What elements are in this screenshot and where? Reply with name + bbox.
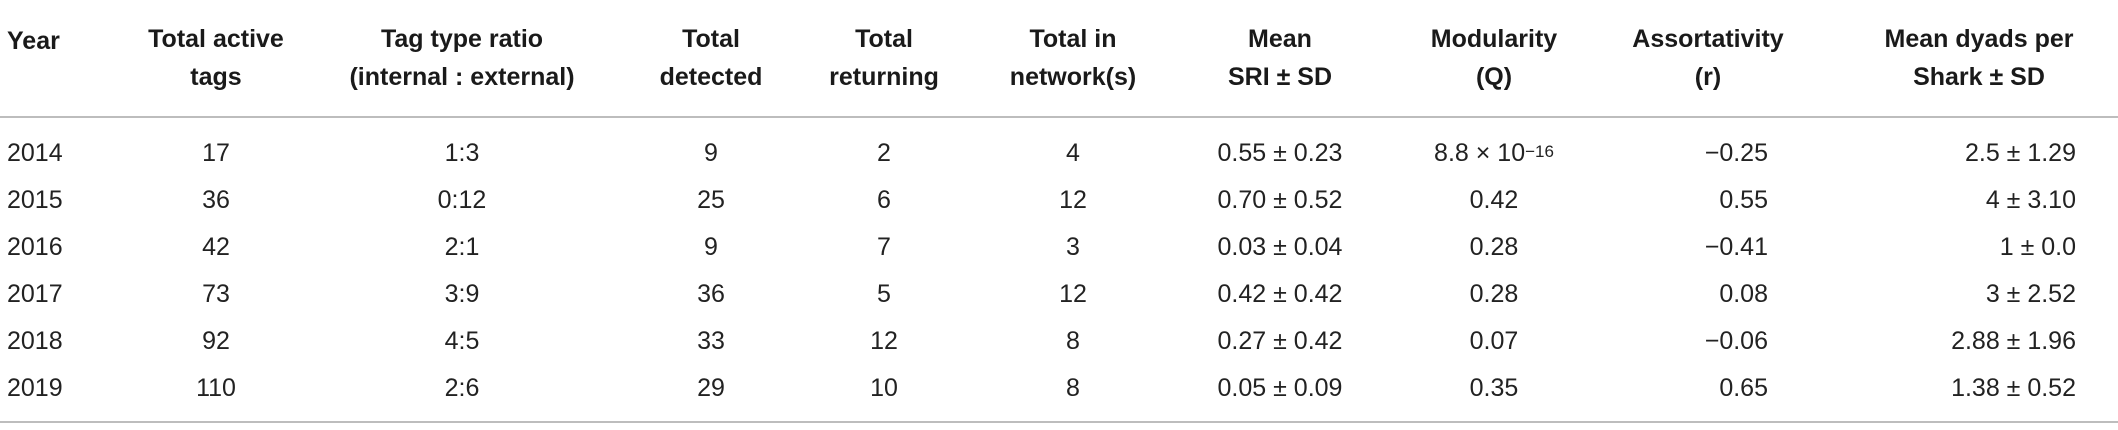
column-header: Modularity xyxy=(1430,25,1558,53)
column-header: network(s) xyxy=(1009,63,1137,91)
table-cell: 4 xyxy=(1066,139,1080,167)
row-year: 2014 xyxy=(7,139,63,167)
table-cell: 0.42 xyxy=(1469,186,1519,214)
table-cell: 73 xyxy=(202,280,230,308)
header-rule xyxy=(0,116,2118,118)
table-cell: 6 xyxy=(877,186,891,214)
column-header: Total xyxy=(682,25,740,53)
table-cell: 12 xyxy=(870,327,898,355)
table-cell: 0.42 ± 0.42 xyxy=(1217,280,1343,308)
cell-base: 8.8 × 10 xyxy=(1434,139,1526,167)
column-header: (r) xyxy=(1694,63,1722,91)
table-cell: 0.27 ± 0.42 xyxy=(1217,327,1343,355)
table-cell: 33 xyxy=(697,327,725,355)
table-cell: −0.25 xyxy=(1704,139,1768,167)
table-cell: 0.55 xyxy=(1719,186,1768,214)
table-cell: −0.41 xyxy=(1704,233,1768,261)
column-header: Total in xyxy=(1029,25,1117,53)
table-cell: 0.65 xyxy=(1719,374,1768,402)
row-year: 2017 xyxy=(7,280,63,308)
table-cell: 1 ± 0.0 xyxy=(1999,233,2076,261)
column-header: Total xyxy=(855,25,913,53)
table-cell: 1:3 xyxy=(444,139,480,167)
table-cell: −0.06 xyxy=(1704,327,1768,355)
table-cell: 0.03 ± 0.04 xyxy=(1217,233,1343,261)
column-header: Mean xyxy=(1248,25,1312,53)
column-header: SRI ± SD xyxy=(1227,63,1333,91)
table-cell: 0.08 xyxy=(1719,280,1768,308)
row-year: 2015 xyxy=(7,186,63,214)
table-cell: 9 xyxy=(704,233,718,261)
table-cell: 12 xyxy=(1059,280,1087,308)
table-cell: 3 xyxy=(1066,233,1080,261)
table-cell: 2:1 xyxy=(444,233,480,261)
table-cell: 0.28 xyxy=(1469,233,1519,261)
table-cell: 17 xyxy=(202,139,230,167)
table-cell: 0.07 xyxy=(1469,327,1519,355)
table-cell: 36 xyxy=(202,186,230,214)
table-cell: 110 xyxy=(196,374,236,402)
table-cell: 3 ± 2.52 xyxy=(1985,280,2076,308)
table-cell: 25 xyxy=(697,186,725,214)
table-cell: 92 xyxy=(202,327,230,355)
table-cell: 1.38 ± 0.52 xyxy=(1951,374,2076,402)
column-header: (internal : external) xyxy=(349,63,575,91)
table-cell: 8 xyxy=(1066,327,1080,355)
table-cell: 8.8 × 10−16 xyxy=(1194,138,1794,171)
table-cell: 0.35 xyxy=(1469,374,1519,402)
table-cell: 3:9 xyxy=(444,280,480,308)
table-cell: 2 xyxy=(877,139,891,167)
column-header: Assortativity xyxy=(1632,25,1784,53)
table-cell: 2.5 ± 1.29 xyxy=(1964,139,2076,167)
table-cell: 0.55 ± 0.23 xyxy=(1217,139,1343,167)
table-cell: 0.05 ± 0.09 xyxy=(1217,374,1343,402)
row-year: 2016 xyxy=(7,233,63,261)
table-cell: 4:5 xyxy=(444,327,480,355)
table-cell: 2:6 xyxy=(444,374,480,402)
column-header: returning xyxy=(829,63,939,91)
column-header: Tag type ratio xyxy=(380,25,544,53)
table-cell: 9 xyxy=(704,139,718,167)
column-header: detected xyxy=(659,63,763,91)
column-header: Year xyxy=(7,27,60,55)
table-cell: 7 xyxy=(877,233,891,261)
table-cell: 42 xyxy=(202,233,230,261)
table-cell: 36 xyxy=(697,280,725,308)
cell-exponent: −16 xyxy=(1525,142,1554,161)
column-header: Mean dyads per xyxy=(1884,25,2074,53)
table-cell: 5 xyxy=(877,280,891,308)
table-cell: 2.88 ± 1.96 xyxy=(1951,327,2076,355)
column-header: tags xyxy=(190,63,242,91)
table-cell: 12 xyxy=(1059,186,1087,214)
table-cell: 29 xyxy=(697,374,725,402)
column-header: Total active xyxy=(148,25,284,53)
table-cell: 4 ± 3.10 xyxy=(1985,186,2076,214)
table-cell: 0:12 xyxy=(437,186,487,214)
table-cell: 0.70 ± 0.52 xyxy=(1217,186,1343,214)
row-year: 2019 xyxy=(7,374,63,402)
column-header: (Q) xyxy=(1475,63,1513,91)
bottom-rule xyxy=(0,421,2118,423)
row-year: 2018 xyxy=(7,327,63,355)
table-cell: 0.28 xyxy=(1469,280,1519,308)
column-header: Shark ± SD xyxy=(1913,63,2045,91)
table-cell: 8 xyxy=(1066,374,1080,402)
table-cell: 10 xyxy=(870,374,898,402)
